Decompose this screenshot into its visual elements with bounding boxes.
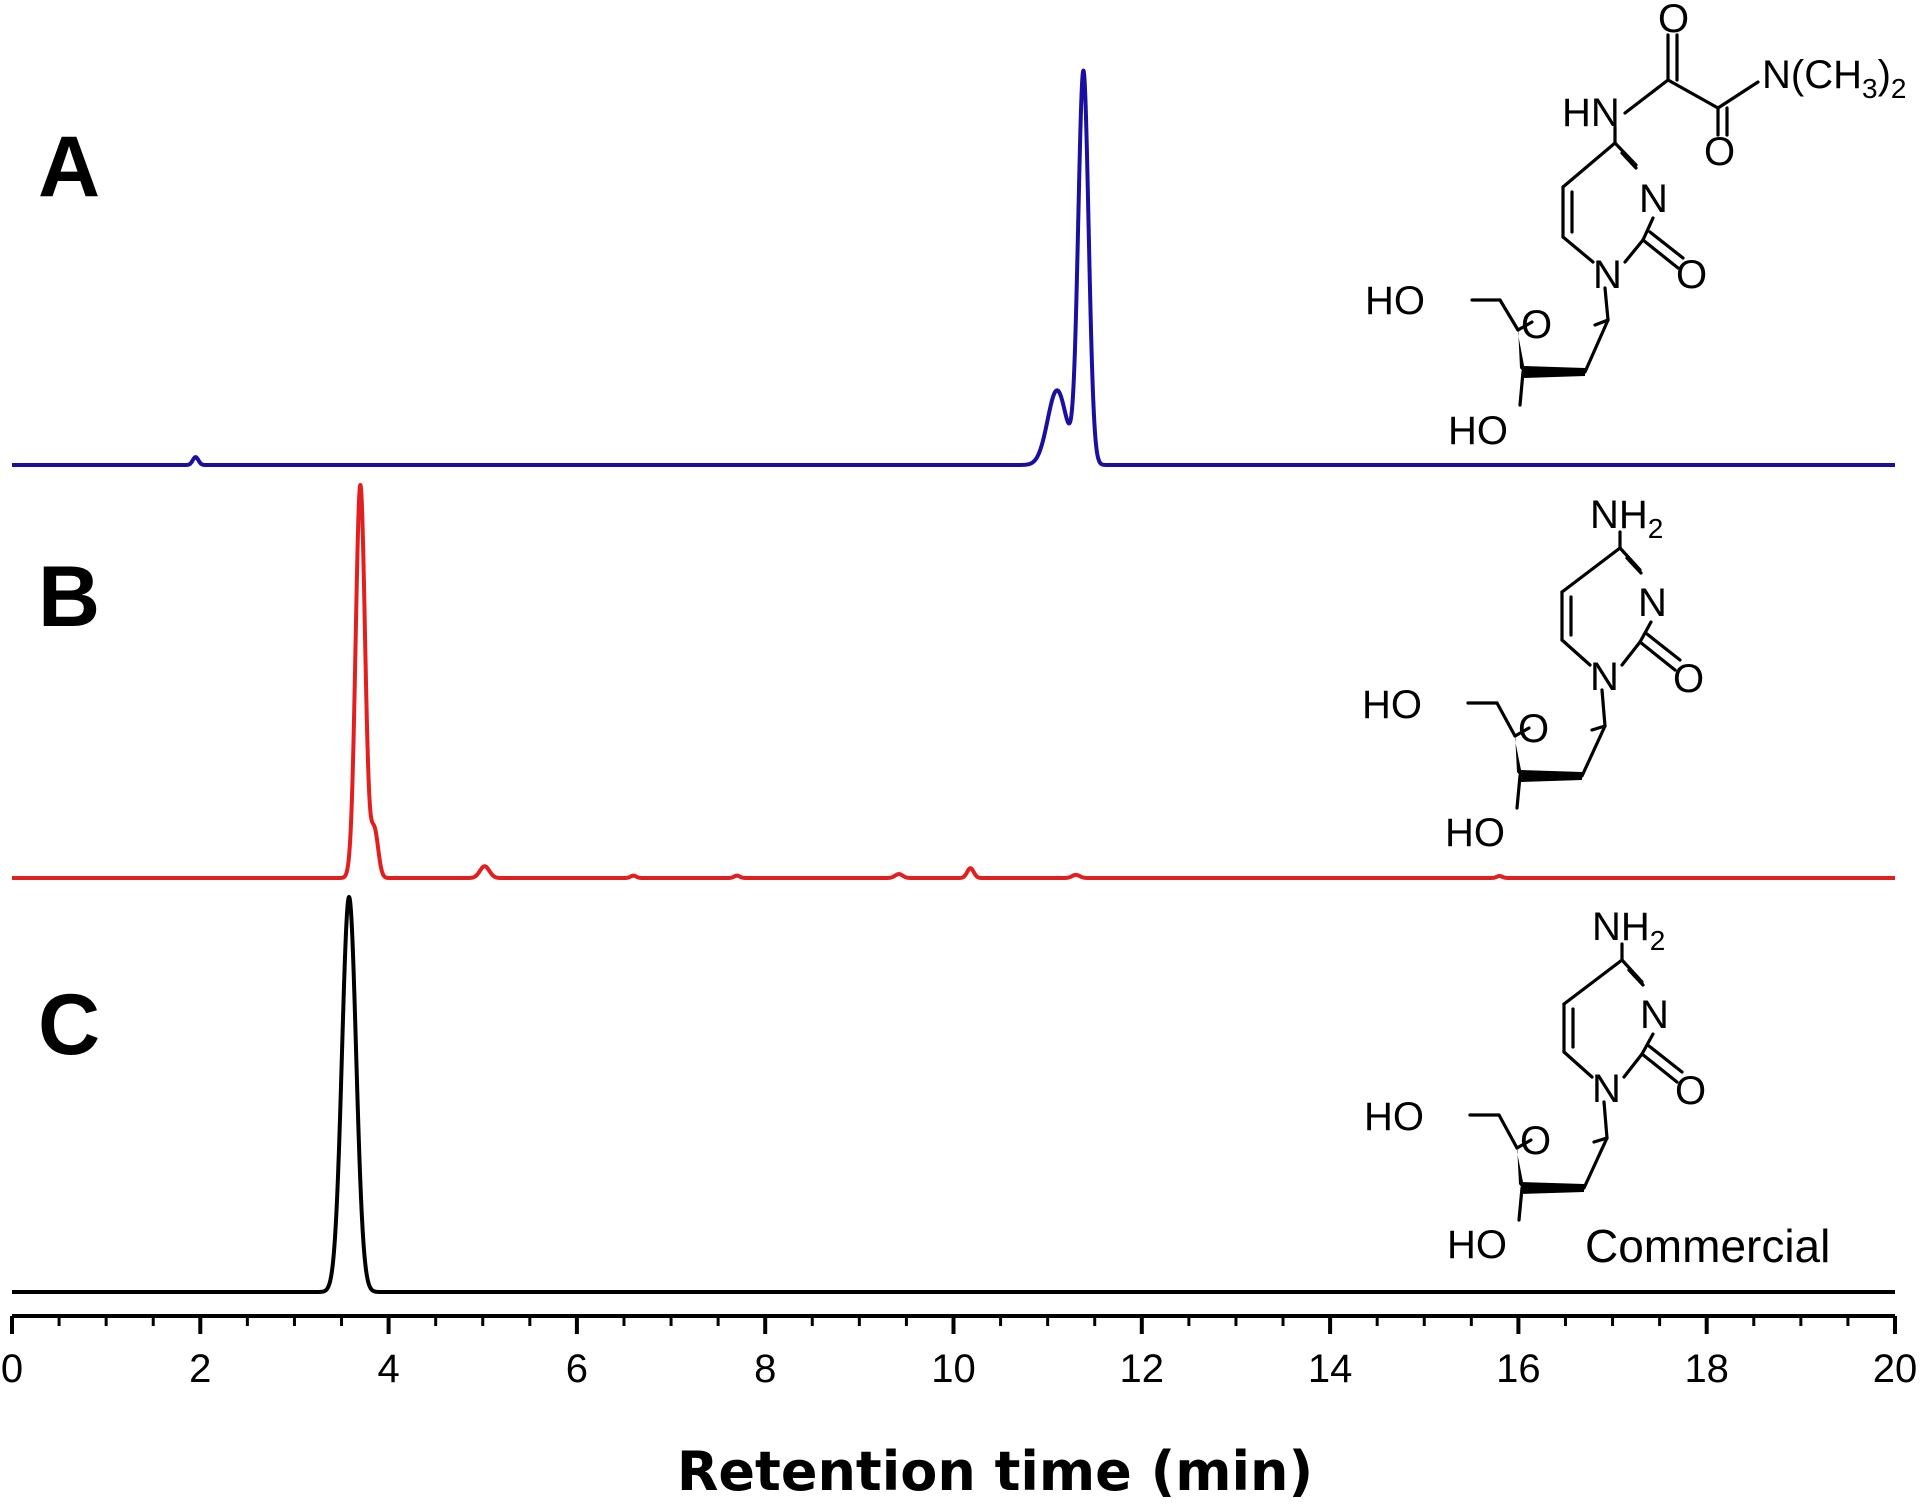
chromatogram-traces xyxy=(10,68,1897,1294)
atom-a-n-dimethyl-text: N(CH xyxy=(1762,53,1862,97)
x-tick-label: 18 xyxy=(1684,1347,1729,1391)
x-tick-label: 16 xyxy=(1496,1347,1541,1391)
atom-c-o2: O xyxy=(1675,1069,1706,1113)
atom-a-n3: N xyxy=(1639,177,1668,221)
atom-c-nh2-text: NH xyxy=(1592,905,1650,949)
atom-a-o-lower: O xyxy=(1704,130,1735,174)
panel-label-a: A xyxy=(38,119,100,215)
x-tick-label: 4 xyxy=(377,1347,399,1391)
x-axis-title: Retention time (min) xyxy=(677,1440,1313,1503)
structure-b: NH2 N N O HO O HO xyxy=(1362,493,1704,855)
atom-a-ho3: HO xyxy=(1448,409,1508,453)
atom-b-nh2: NH2 xyxy=(1590,493,1663,544)
atom-b-nh2-sub: 2 xyxy=(1648,513,1664,544)
x-tick-label: 14 xyxy=(1308,1347,1353,1391)
atom-b-ho5: HO xyxy=(1362,683,1422,727)
x-axis: 0 2 4 6 8 10 12 14 16 18 20 Retention time (min) xyxy=(1,1314,1917,1503)
atom-a-o-upper: O xyxy=(1658,0,1689,41)
x-tick-label: 8 xyxy=(754,1347,776,1391)
atom-b-ho3: HO xyxy=(1445,811,1505,855)
panel-label-c: C xyxy=(38,977,100,1073)
atom-c-ring-o: O xyxy=(1520,1119,1551,1163)
trace-c xyxy=(10,895,1897,1294)
atom-c-nh2: NH2 xyxy=(1592,905,1665,956)
atom-a-n1: N xyxy=(1593,253,1622,297)
atom-a-hn: HN xyxy=(1562,91,1620,135)
atom-a-o2: O xyxy=(1676,253,1707,297)
atom-c-nh2-sub: 2 xyxy=(1650,925,1666,956)
atom-a-n-dimethyl: N(CH3)2 xyxy=(1762,53,1906,104)
atom-c-ho5: HO xyxy=(1364,1095,1424,1139)
atom-b-nh2-text: NH xyxy=(1590,493,1648,537)
atom-a-n-dimethyl-close: ) xyxy=(1878,53,1891,97)
panel-label-b: B xyxy=(38,549,100,645)
atom-a-ring-o: O xyxy=(1521,303,1552,347)
x-tick-label: 12 xyxy=(1120,1347,1165,1391)
trace-a xyxy=(10,68,1897,467)
atom-b-ring-o: O xyxy=(1518,707,1549,751)
atom-c-n3: N xyxy=(1640,993,1669,1037)
x-tick-label: 20 xyxy=(1873,1347,1918,1391)
x-tick-label: 2 xyxy=(189,1347,211,1391)
atom-a-n-dimethyl-sub2: 2 xyxy=(1891,73,1907,104)
atom-b-n1: N xyxy=(1590,655,1619,699)
commercial-note: Commercial xyxy=(1585,1220,1830,1272)
atom-a-ho5: HO xyxy=(1365,279,1425,323)
atom-b-o2: O xyxy=(1673,657,1704,701)
atom-c-ho3: HO xyxy=(1447,1223,1507,1267)
x-tick-label: 10 xyxy=(931,1347,976,1391)
x-axis-ticks: 0 2 4 6 8 10 12 14 16 18 20 xyxy=(1,1316,1917,1391)
x-tick-label: 6 xyxy=(566,1347,588,1391)
structure-c: NH2 N N O HO O HO Commercial xyxy=(1364,905,1830,1272)
atom-b-n3: N xyxy=(1638,581,1667,625)
structure-a: HN N N O O O N(CH3)2 HO O HO xyxy=(1365,0,1906,453)
atom-a-n-dimethyl-sub: 3 xyxy=(1862,73,1878,104)
x-tick-label: 0 xyxy=(1,1347,23,1391)
atom-c-n1: N xyxy=(1592,1067,1621,1111)
trace-b xyxy=(10,482,1897,880)
